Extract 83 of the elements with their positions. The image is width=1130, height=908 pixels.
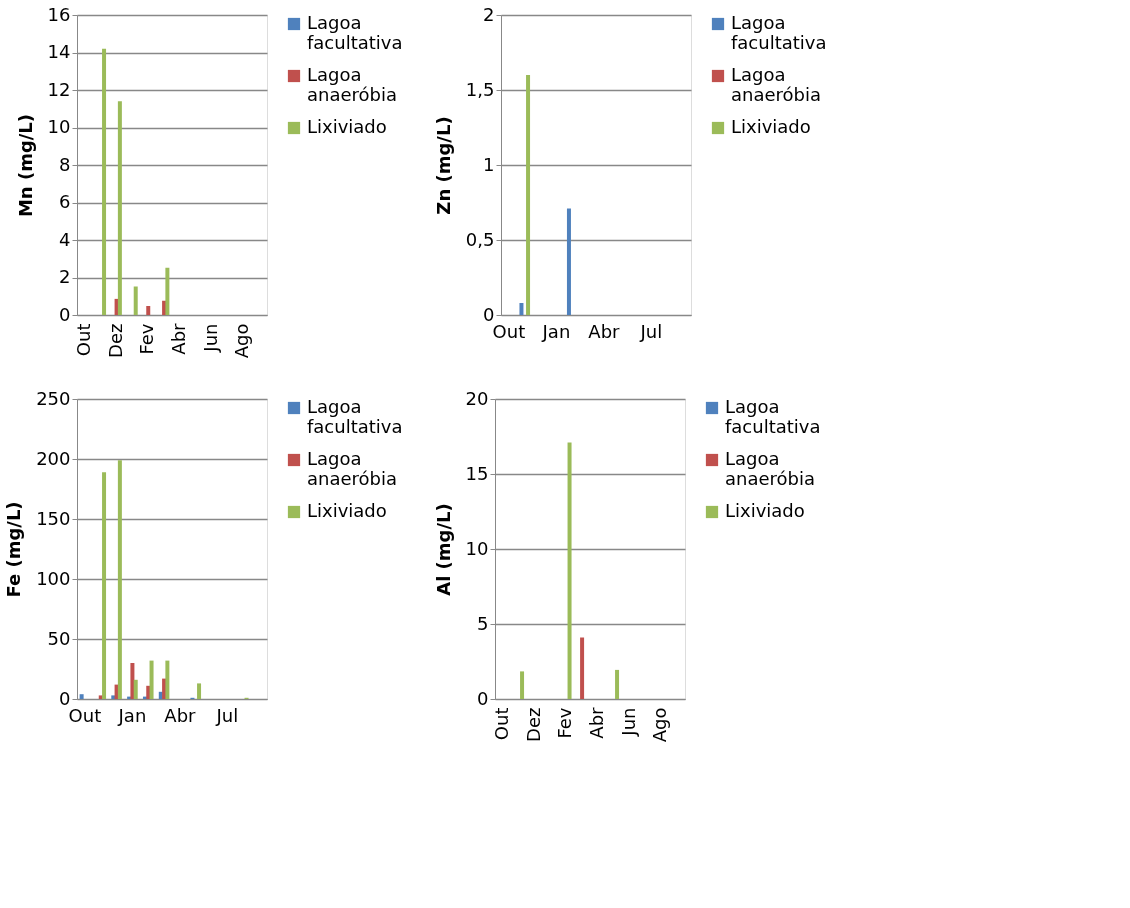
y-tick-label: 150	[36, 507, 71, 529]
x-tick-label: Out	[492, 320, 526, 342]
y-axis-title: Zn (mg/L)	[432, 116, 454, 215]
bar	[102, 48, 107, 315]
bar	[165, 267, 170, 315]
x-tick-label: Dez	[104, 323, 126, 358]
x-tick-label: Dez	[522, 707, 544, 742]
y-tick-label: 2	[483, 3, 495, 25]
y-tick-label: 250	[36, 387, 71, 409]
y-tick-label: 20	[465, 387, 489, 409]
x-tick-label: Fev	[136, 323, 158, 355]
y-tick-label: 0	[59, 303, 71, 325]
legend-label: Lagoa anaeróbia	[307, 448, 398, 489]
x-tick-label: Jul	[639, 320, 663, 342]
bar	[566, 208, 571, 315]
y-tick-label: 10	[465, 537, 489, 559]
y-tick-label: 5	[477, 612, 489, 634]
y-tick-label: 15	[465, 462, 489, 484]
y-tick-label: 0	[477, 687, 489, 709]
legend-label: Lixiviado	[725, 500, 805, 521]
bar	[117, 101, 122, 315]
bar	[149, 660, 154, 699]
x-tick-label: Abr	[164, 704, 197, 726]
y-tick-label: 10	[47, 116, 71, 137]
x-tick-label: Jul	[215, 704, 239, 726]
y-axis-title: Fe (mg/L)	[3, 501, 25, 598]
y-tick-label: 1,5	[465, 78, 495, 100]
x-tick-label: Out	[72, 323, 94, 357]
bar	[130, 663, 135, 699]
bar	[146, 685, 151, 699]
x-tick-label: Abr	[585, 706, 607, 739]
x-tick-label: Out	[490, 707, 512, 741]
y-tick-label: 0	[59, 687, 71, 709]
y-axis-title: Mn (mg/L)	[14, 113, 36, 218]
y-tick-label: 6	[59, 191, 71, 212]
bar	[580, 637, 585, 699]
legend-label: Lixiviado	[307, 500, 387, 521]
y-tick-label: 0,5	[465, 228, 495, 250]
legend-label: Lagoa facultativa	[307, 396, 403, 437]
x-tick-label: Fev	[554, 707, 576, 739]
bar	[146, 306, 151, 315]
x-tick-label: Ago	[231, 323, 253, 359]
x-tick-label: Jan	[541, 320, 571, 342]
y-axis-title: Al (mg/L)	[432, 503, 454, 596]
legend-label: Lagoa anaeróbia	[725, 448, 816, 489]
legend-label: Lagoa anaeróbia	[307, 64, 398, 105]
y-tick-label: 200	[36, 447, 71, 469]
bar	[526, 75, 531, 315]
bar	[520, 671, 525, 699]
y-tick-label: 4	[59, 228, 71, 250]
bar	[79, 694, 84, 699]
bar	[519, 303, 524, 315]
x-tick-label: Jun	[199, 323, 221, 353]
y-tick-label: 16	[47, 3, 71, 25]
x-tick-label: Abr	[588, 320, 621, 342]
x-tick-label: Jan	[117, 704, 147, 726]
y-tick-label: 50	[47, 627, 71, 649]
x-tick-label: Out	[68, 704, 102, 726]
legend-label: Lagoa facultativa	[725, 396, 821, 437]
bar	[615, 669, 620, 699]
x-tick-label: Abr	[167, 322, 189, 355]
legend-label: Lagoa facultativa	[307, 12, 403, 53]
legend-label: Lixiviado	[307, 116, 387, 137]
bar	[165, 660, 170, 699]
legend-label: Lagoa facultativa	[731, 12, 827, 53]
y-tick-label: 8	[59, 153, 71, 175]
x-tick-label: Jun	[617, 707, 639, 737]
bar	[133, 679, 138, 699]
bar	[117, 460, 122, 699]
legend-label: Lagoa anaeróbia	[731, 64, 822, 105]
y-tick-label: 0	[483, 303, 495, 325]
y-tick-label: 100	[36, 567, 71, 589]
y-tick-label: 12	[47, 78, 71, 100]
bar	[133, 286, 138, 315]
y-tick-label: 14	[47, 41, 71, 62]
bar	[197, 683, 202, 699]
bar	[111, 695, 116, 699]
bar	[567, 442, 572, 699]
bar	[102, 472, 107, 699]
legend-label: Lixiviado	[731, 116, 811, 137]
y-tick-label: 2	[59, 266, 71, 287]
x-tick-label: Ago	[649, 707, 671, 743]
y-tick-label: 1	[483, 153, 495, 175]
